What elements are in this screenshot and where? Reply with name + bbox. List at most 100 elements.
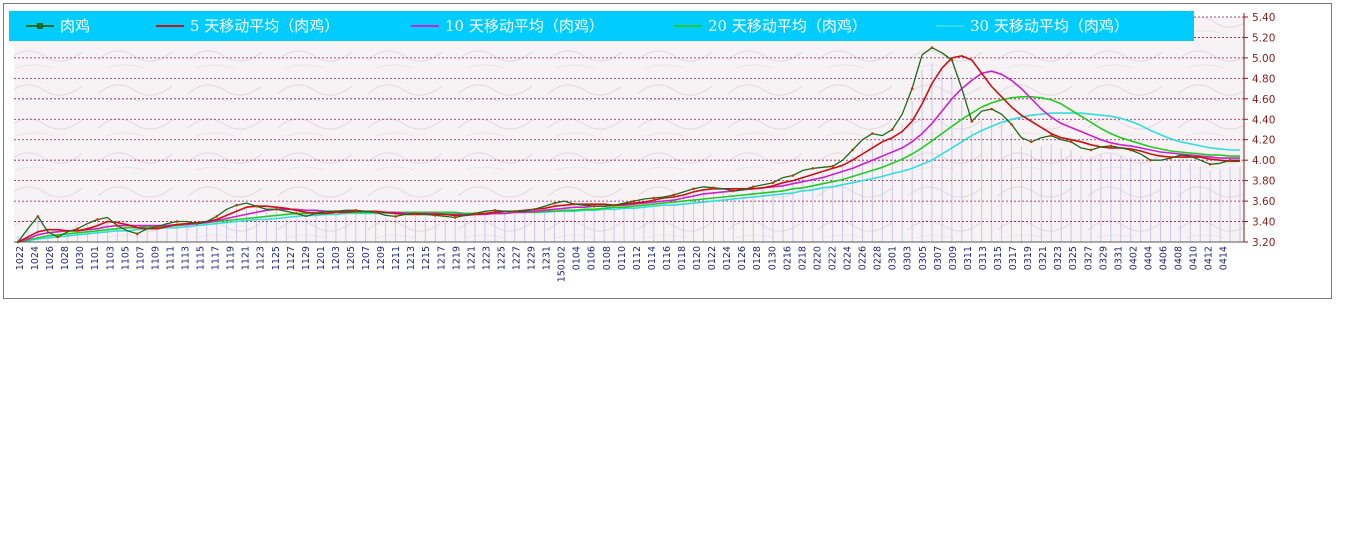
price-point xyxy=(275,207,278,211)
y-tick-label: 5.40 xyxy=(1252,12,1275,24)
x-tick-label: 0319 xyxy=(1023,246,1034,270)
y-tick-label: 3.20 xyxy=(1252,237,1275,249)
price-point xyxy=(851,148,854,152)
x-tick-label: 1227 xyxy=(512,246,523,270)
x-tick-label: 1107 xyxy=(135,246,146,270)
price-point xyxy=(871,132,874,135)
x-tick-label: 0116 xyxy=(662,246,673,270)
price-point xyxy=(334,210,338,213)
x-tick-label: 1115 xyxy=(196,246,207,270)
x-tick-label: 0309 xyxy=(948,246,959,270)
price-point xyxy=(1030,140,1033,144)
x-tick-label: 1024 xyxy=(30,246,41,270)
x-tick-label: 0331 xyxy=(1113,246,1124,270)
x-tick-label: 0228 xyxy=(873,246,884,270)
price-point xyxy=(1109,144,1113,148)
price-point xyxy=(890,128,894,131)
x-tick-label: 1209 xyxy=(376,246,387,270)
price-point xyxy=(414,212,417,215)
x-tick-label: 0118 xyxy=(677,246,688,270)
legend-label: 5 天移动平均（肉鸡） xyxy=(190,17,339,35)
x-tick-label: 0216 xyxy=(782,246,793,270)
chart: 3.20 3.40 3.60 3.80 4.00 4.20 4.40 4.60 4.80 5.00… xyxy=(9,11,1275,282)
price-point xyxy=(831,165,834,168)
x-tick-label: 0414 xyxy=(1219,246,1230,270)
y-tick-label: 4.20 xyxy=(1252,135,1275,147)
x-tick-label: 1111 xyxy=(165,246,176,270)
x-tick-label: 0402 xyxy=(1128,246,1139,270)
x-tick-label: 0323 xyxy=(1053,246,1064,270)
x-tick-label: 1113 xyxy=(181,246,192,270)
x-tick-label: 0315 xyxy=(993,246,1004,270)
price-point xyxy=(771,181,775,184)
price-point xyxy=(950,58,954,62)
x-tick-label: 0412 xyxy=(1204,246,1215,270)
x-tick-label: 1109 xyxy=(150,246,161,270)
x-tick-label: 0126 xyxy=(737,246,748,270)
price-point xyxy=(612,203,616,207)
price-point xyxy=(1189,154,1192,158)
x-tick-label: 0329 xyxy=(1098,246,1109,270)
y-tick-label: 4.00 xyxy=(1252,155,1275,167)
price-point xyxy=(592,204,596,208)
price-point xyxy=(652,196,656,200)
y-tick-label: 3.40 xyxy=(1252,217,1275,229)
price-point xyxy=(1010,123,1013,126)
price-point xyxy=(96,218,99,221)
x-tick-label: 1229 xyxy=(527,246,538,270)
price-point xyxy=(1228,158,1232,162)
price-point xyxy=(573,202,576,206)
price-point xyxy=(791,174,795,177)
x-tick-label: 0224 xyxy=(843,246,854,270)
x-tick-label: 1022 xyxy=(15,246,26,270)
series-line-2 xyxy=(17,70,1240,243)
price-point xyxy=(632,199,636,203)
price-point xyxy=(811,167,815,170)
price-point xyxy=(1049,134,1053,137)
price-point xyxy=(751,185,755,189)
series-lines xyxy=(17,47,1240,243)
series-line-3 xyxy=(17,96,1240,243)
x-tick-label: 1231 xyxy=(542,246,553,270)
x-tick-label: 1217 xyxy=(436,246,447,270)
x-tick-label: 0311 xyxy=(963,246,974,270)
x-tick-label: 1223 xyxy=(481,246,492,270)
price-point xyxy=(1129,148,1133,152)
x-tick-label: 0303 xyxy=(903,246,914,270)
price-point xyxy=(533,207,536,211)
legend-label: 肉鸡 xyxy=(60,17,90,35)
legend-label: 20 天移动平均（肉鸡） xyxy=(708,17,867,35)
x-tick-label: 1211 xyxy=(391,246,402,270)
x-tick-label: 0226 xyxy=(858,246,869,270)
price-point xyxy=(36,215,40,218)
x-tick-label: 0317 xyxy=(1008,246,1019,270)
price-point xyxy=(433,214,437,217)
x-tick-label: 0305 xyxy=(918,246,929,270)
x-tick-label: 1125 xyxy=(271,246,282,270)
legend-background xyxy=(9,11,1194,41)
x-tick-label: 0408 xyxy=(1174,246,1185,270)
x-tick-label: 1213 xyxy=(406,246,417,270)
price-point xyxy=(255,204,258,208)
x-tick-label: 1225 xyxy=(496,246,507,270)
price-point xyxy=(394,215,397,218)
x-axis: 1022 1024 1026 1028 1030 1101 1103 1105 1107 1109… xyxy=(14,241,1244,282)
x-tick-label: 1117 xyxy=(211,246,222,270)
x-tick-label: 1203 xyxy=(331,246,342,270)
x-tick-label: 0110 xyxy=(617,246,628,270)
price-point xyxy=(374,211,377,214)
x-tick-label: 1207 xyxy=(361,246,372,270)
x-tick-label: 0130 xyxy=(767,246,778,270)
price-point xyxy=(294,212,298,215)
x-tick-label: 0220 xyxy=(812,246,823,270)
x-tick-label: 1028 xyxy=(60,246,71,270)
x-tick-label: 0122 xyxy=(707,246,718,270)
price-point xyxy=(314,212,318,215)
x-tick-label: 0128 xyxy=(752,246,763,270)
price-point xyxy=(76,227,79,231)
price-point xyxy=(354,208,358,212)
x-tick-label: 0106 xyxy=(587,246,598,270)
x-tick-label: 1119 xyxy=(226,246,237,270)
y-tick-label: 5.00 xyxy=(1252,53,1275,65)
series-line-4 xyxy=(17,112,1240,243)
